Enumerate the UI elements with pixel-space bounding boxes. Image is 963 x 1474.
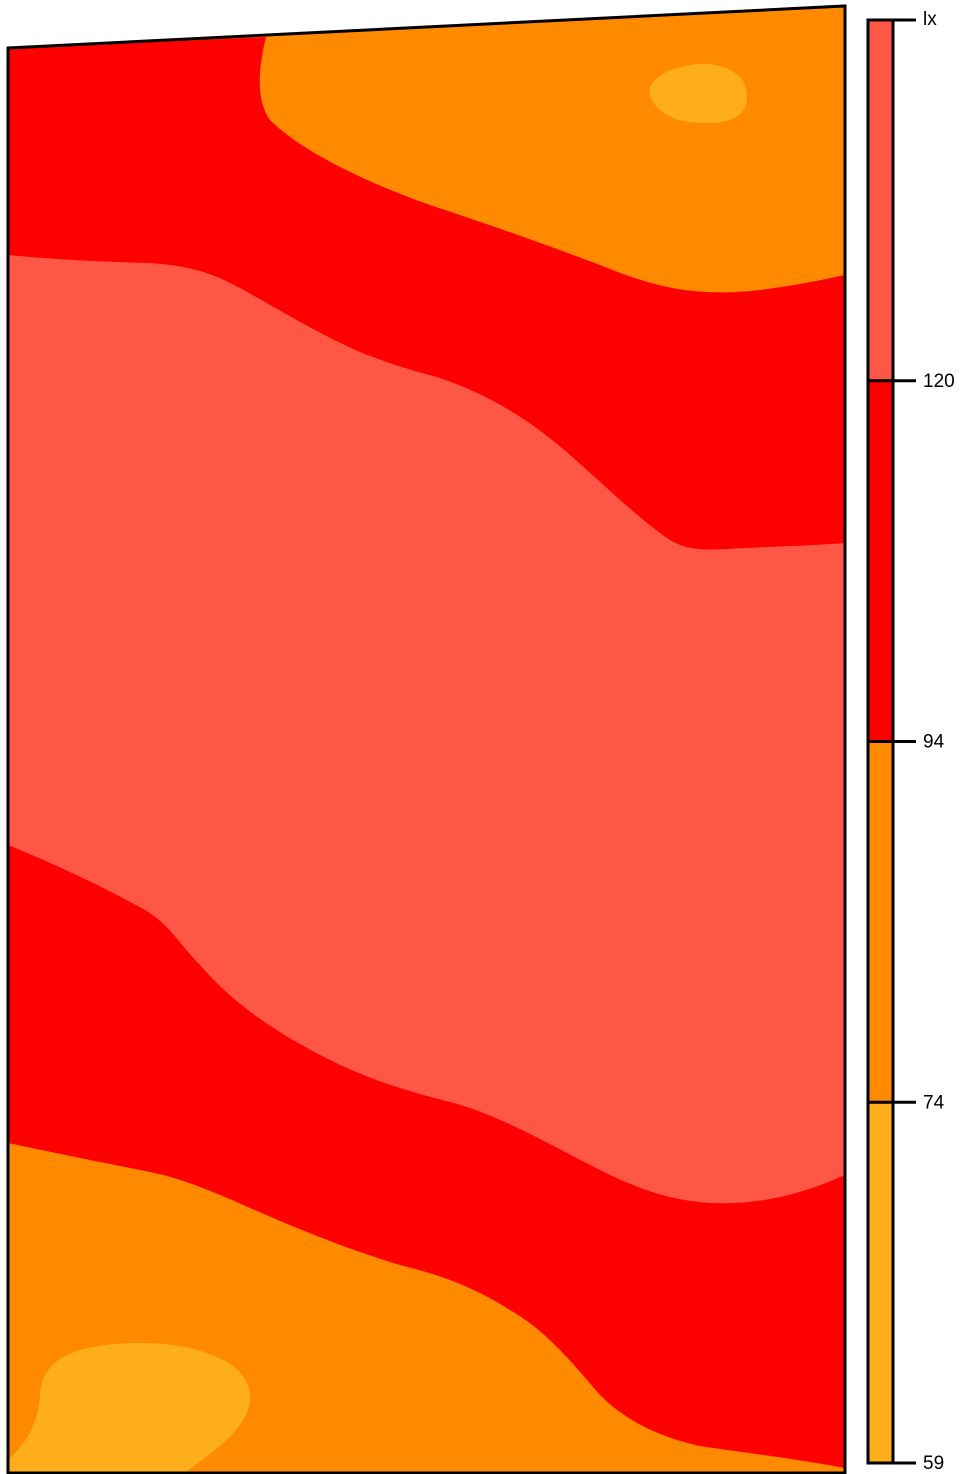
colorbar-tick-label: 59 xyxy=(923,1453,944,1474)
colorbar-tick-label: 94 xyxy=(923,732,945,753)
colorbar-unit: lx xyxy=(923,9,937,30)
colorbar-segment xyxy=(868,380,893,742)
plot-border xyxy=(6,4,847,1474)
colorbar-segment xyxy=(868,20,893,381)
colorbar: 59 74 94 120 lx xyxy=(866,9,955,1474)
colorbar-segment xyxy=(868,741,893,1103)
contour-region xyxy=(8,255,845,1204)
colorbar-tick-label: 74 xyxy=(923,1092,945,1113)
contour-region xyxy=(8,1342,251,1473)
contour-region xyxy=(649,63,748,124)
colorbar-segment xyxy=(868,1102,893,1463)
colorbar-tick-label: 120 xyxy=(923,371,955,392)
contour-plot xyxy=(6,4,847,1474)
